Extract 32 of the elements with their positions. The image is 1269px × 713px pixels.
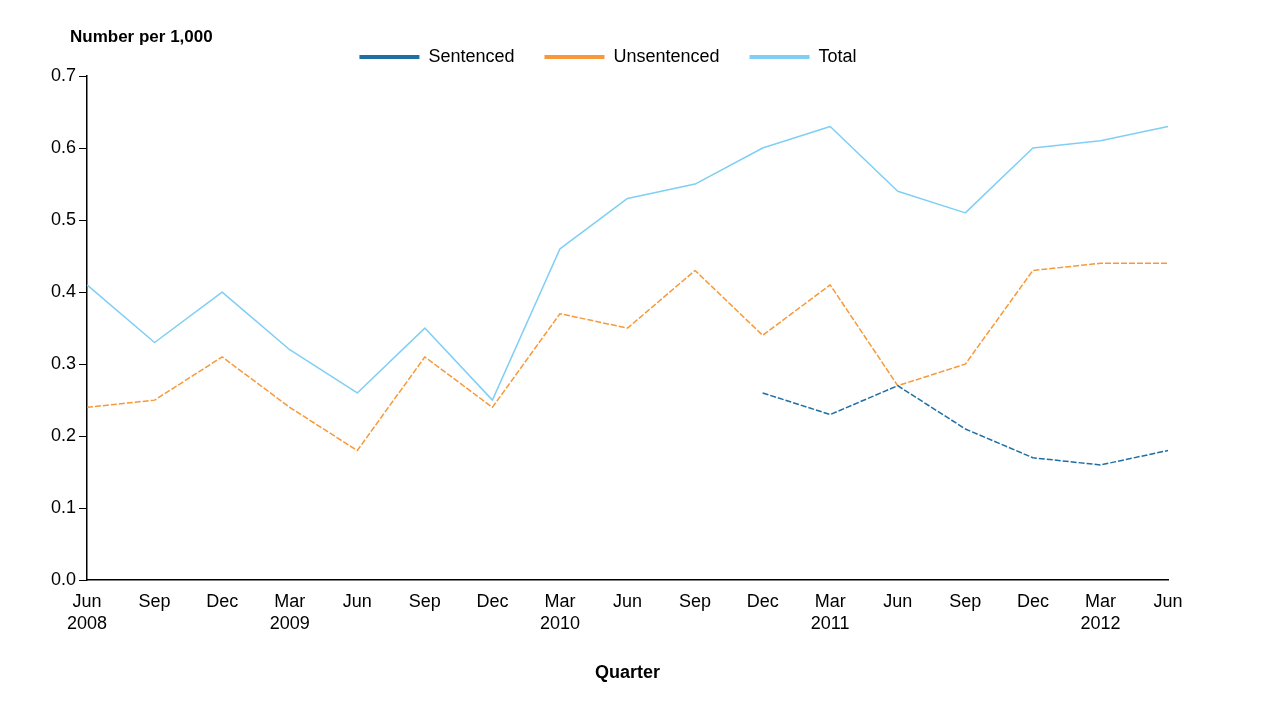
x-tick-label: Sep <box>138 590 171 611</box>
line-series <box>761 384 1169 466</box>
y-tick-label: 0.2 <box>50 425 77 446</box>
y-tick-label: 0.7 <box>50 64 77 85</box>
x-tick-label: Dec <box>206 590 239 611</box>
legend-label: Sentenced <box>428 45 515 66</box>
x-tick-label: Jun <box>883 590 913 611</box>
x-tick-label: Mar 2012 <box>1080 590 1121 633</box>
x-tick-label: Jun <box>613 590 643 611</box>
x-tick-label: Sep <box>679 590 712 611</box>
legend-label: Total <box>818 45 857 66</box>
y-axis-title: Number per 1,000 <box>70 27 213 47</box>
y-tick-label: 0.4 <box>50 281 77 302</box>
x-tick-label: Dec <box>476 590 509 611</box>
x-tick-label: Dec <box>1016 590 1049 611</box>
x-tick-label: Sep <box>949 590 982 611</box>
x-tick-label: Mar 2010 <box>539 590 580 633</box>
x-tick-label: Mar 2011 <box>810 590 850 633</box>
y-tick-label: 0.6 <box>50 137 77 157</box>
x-axis-title: Quarter <box>595 662 661 683</box>
y-tick-label: 0.0 <box>50 569 77 590</box>
x-tick-label: Dec <box>746 590 779 611</box>
y-tick-label: 0.5 <box>50 209 77 230</box>
x-tick-label: Mar 2009 <box>269 590 310 633</box>
x-tick-label: Sep <box>408 590 441 611</box>
x-tick-label: Jun <box>1153 590 1183 611</box>
x-tick-label: Jun 2008 <box>67 590 108 633</box>
x-tick-label: Jun <box>342 590 372 611</box>
line-series <box>86 262 1169 452</box>
y-tick-label: 0.3 <box>50 353 77 374</box>
legend-label: Unsentenced <box>613 45 720 66</box>
y-tick-label: 0.1 <box>50 497 77 518</box>
